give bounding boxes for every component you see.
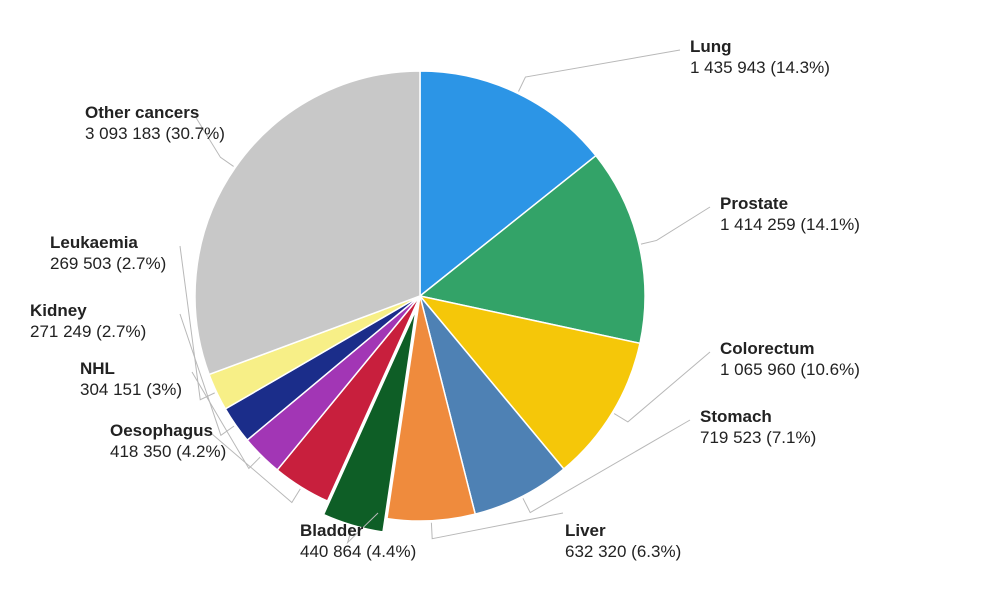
pie-chart: Lung1 435 943 (14.3%) Prostate1 414 259 (…	[0, 0, 985, 593]
slice-label-name: Liver	[565, 520, 681, 541]
slice-label: Colorectum1 065 960 (10.6%)	[720, 338, 860, 381]
slice-label-value: 1 414 259 (14.1%)	[720, 214, 860, 235]
slice-label-value: 632 320 (6.3%)	[565, 541, 681, 562]
slice-label: Prostate1 414 259 (14.1%)	[720, 193, 860, 236]
slice-label: Liver632 320 (6.3%)	[565, 520, 681, 563]
slice-label-name: Stomach	[700, 406, 816, 427]
slice-label-name: NHL	[80, 358, 182, 379]
slice-label-name: Colorectum	[720, 338, 860, 359]
slice-label-value: 440 864 (4.4%)	[300, 541, 416, 562]
slice-label-value: 271 249 (2.7%)	[30, 321, 146, 342]
slice-label-name: Lung	[690, 36, 830, 57]
slice-label: Bladder440 864 (4.4%)	[300, 520, 416, 563]
slice-label: Other cancers3 093 183 (30.7%)	[85, 102, 225, 145]
leader-line	[518, 50, 680, 91]
slice-label: Lung1 435 943 (14.3%)	[690, 36, 830, 79]
slice-label-name: Kidney	[30, 300, 146, 321]
slice-label-value: 3 093 183 (30.7%)	[85, 123, 225, 144]
slice-label-value: 1 065 960 (10.6%)	[720, 359, 860, 380]
pie-svg	[0, 0, 985, 593]
slice-label: Stomach719 523 (7.1%)	[700, 406, 816, 449]
slice-label-value: 719 523 (7.1%)	[700, 427, 816, 448]
slice-label: Kidney271 249 (2.7%)	[30, 300, 146, 343]
slice-label-name: Other cancers	[85, 102, 225, 123]
slice-label-name: Prostate	[720, 193, 860, 214]
slice-label: Leukaemia269 503 (2.7%)	[50, 232, 166, 275]
slice-label: Oesophagus418 350 (4.2%)	[110, 420, 226, 463]
slice-label-value: 269 503 (2.7%)	[50, 253, 166, 274]
slice-label-name: Bladder	[300, 520, 416, 541]
slice-label-value: 418 350 (4.2%)	[110, 441, 226, 462]
slice-label-value: 304 151 (3%)	[80, 379, 182, 400]
slice-label-name: Leukaemia	[50, 232, 166, 253]
slice-label: NHL304 151 (3%)	[80, 358, 182, 401]
leader-line	[641, 207, 710, 244]
slice-label-name: Oesophagus	[110, 420, 226, 441]
slice-label-value: 1 435 943 (14.3%)	[690, 57, 830, 78]
